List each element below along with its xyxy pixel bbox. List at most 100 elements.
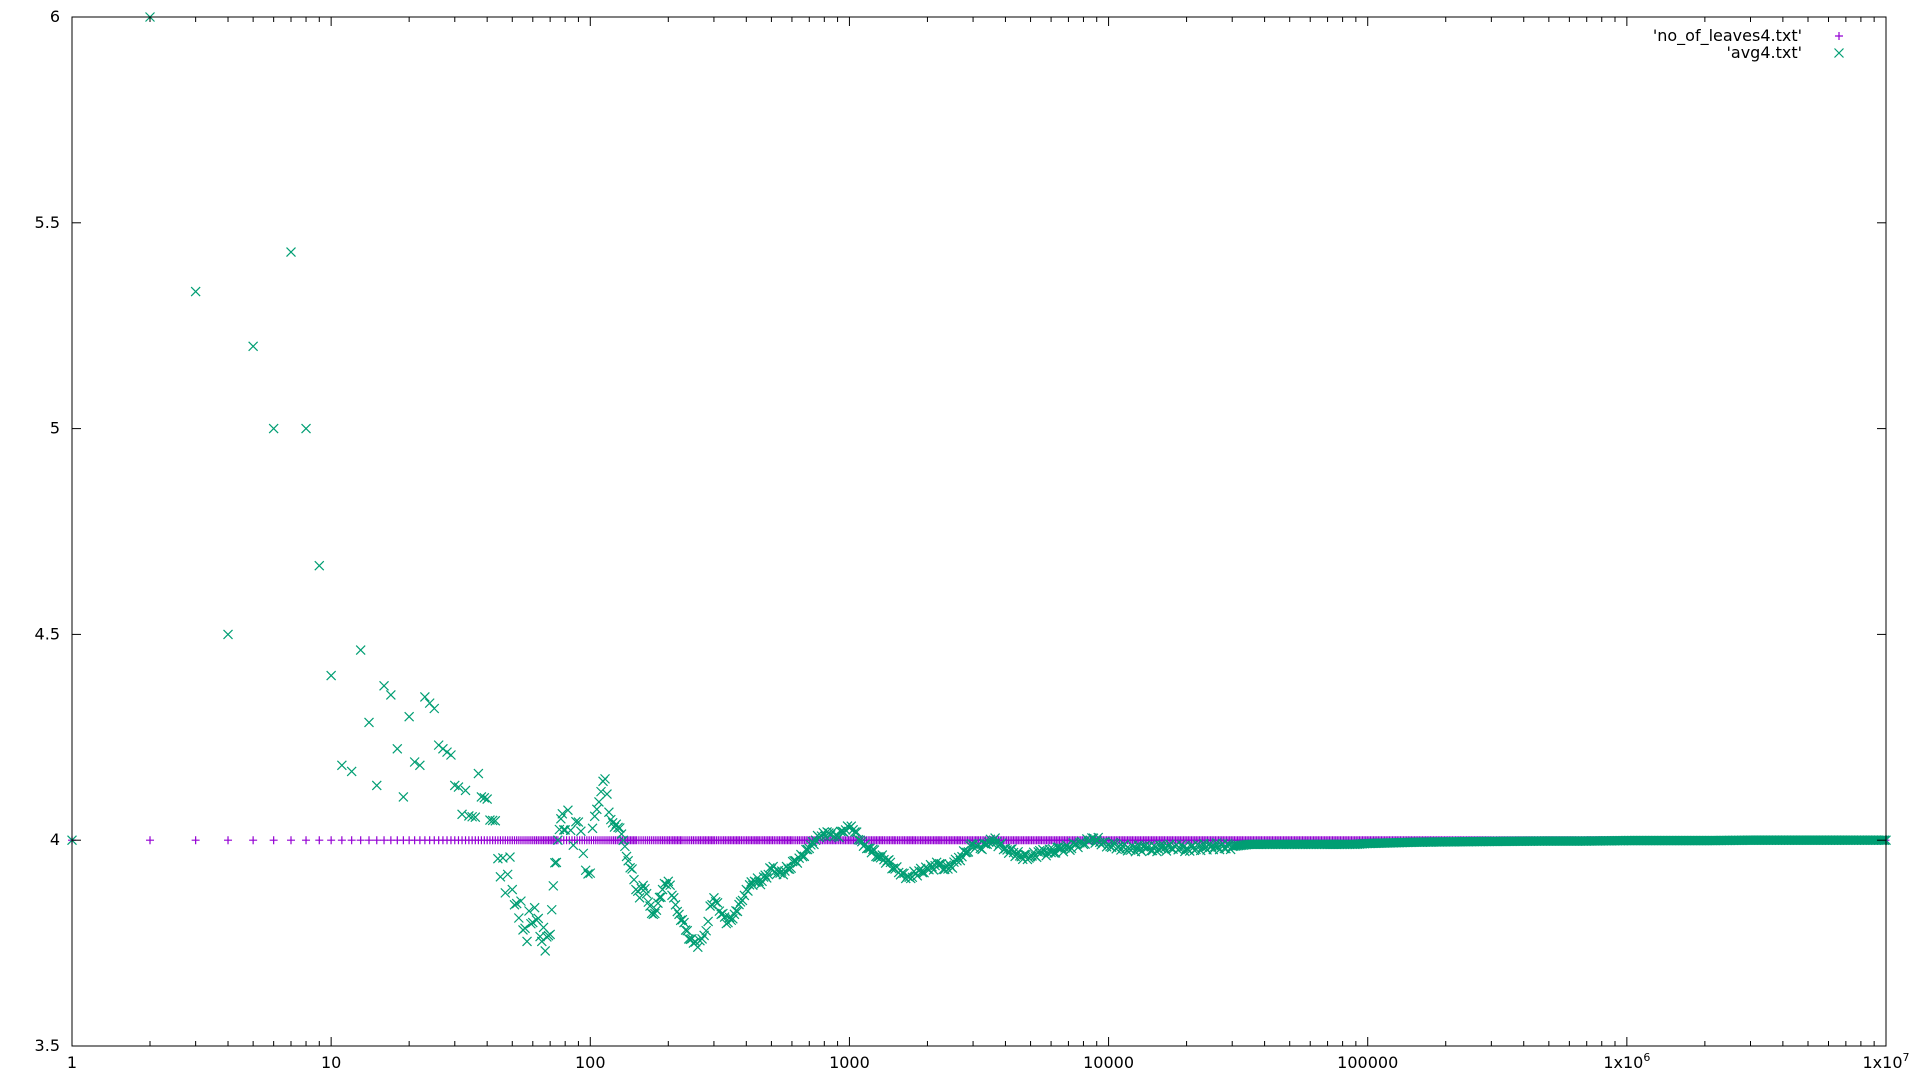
data-point-avg <box>409 757 420 767</box>
data-point-avg <box>712 897 723 908</box>
data-point-avg <box>953 852 964 863</box>
data-point-avg <box>919 867 929 878</box>
data-point-avg <box>545 929 556 940</box>
data-point-avg <box>661 879 672 890</box>
x-tick-label-exponent: 6 <box>1643 1051 1650 1064</box>
data-point-avg <box>1132 843 1142 854</box>
data-point-avg <box>667 890 677 901</box>
data-point-avg <box>851 827 862 837</box>
data-point-avg <box>1298 839 1309 850</box>
data-point-no-of-leaves <box>356 836 365 845</box>
data-point-avg <box>885 857 896 868</box>
data-point-avg <box>1186 841 1197 852</box>
data-point-avg <box>570 816 581 827</box>
data-point-avg <box>371 780 382 791</box>
data-point-avg <box>379 680 389 691</box>
data-point-avg <box>522 936 532 947</box>
data-point-no-of-leaves <box>224 836 233 845</box>
data-point-no-of-leaves <box>269 836 278 845</box>
axis-layer: 1 10 100 1000 10000 100000 1x106 1x107 3.5 4 4.5 5 5… <box>35 7 1910 1072</box>
data-point-avg <box>809 839 819 850</box>
data-point-avg <box>778 869 789 880</box>
data-point-avg <box>460 785 471 796</box>
data-point-no-of-leaves <box>372 836 381 845</box>
data-point-avg <box>583 869 593 879</box>
data-point-avg <box>482 794 493 804</box>
data-point-avg <box>799 851 810 862</box>
data-point-avg <box>618 835 629 846</box>
data-point-avg <box>1028 847 1039 858</box>
data-point-avg <box>659 878 670 889</box>
data-point-avg <box>634 892 645 903</box>
data-point-avg <box>507 884 518 895</box>
data-point-avg <box>457 809 467 820</box>
data-point-avg <box>548 880 559 891</box>
legend: 'no_of_leaves4.txt' 'avg4.txt' <box>1653 26 1844 62</box>
data-point-avg <box>675 915 686 926</box>
x-tick-label: 1x106 <box>1603 1051 1650 1072</box>
data-point-avg <box>573 817 584 828</box>
data-point-avg <box>761 873 772 883</box>
legend-label-leaves: 'no_of_leaves4.txt' <box>1653 26 1802 46</box>
y-tick-label: 5.5 <box>35 213 60 232</box>
data-point-avg <box>1031 852 1042 863</box>
data-point-avg <box>814 832 825 843</box>
data-point-avg <box>963 847 974 857</box>
data-point-avg <box>1049 848 1060 858</box>
data-point-avg <box>1139 840 1150 851</box>
data-point-avg <box>616 829 627 839</box>
data-point-avg <box>190 286 201 297</box>
data-point-avg <box>869 845 880 856</box>
data-point-avg <box>223 629 233 640</box>
y-tick-label: 4.5 <box>35 624 60 643</box>
data-point-avg <box>500 887 511 898</box>
data-point-avg <box>1061 840 1072 851</box>
data-point-avg <box>605 814 616 825</box>
data-point-no-of-leaves <box>249 836 258 845</box>
data-point-avg <box>470 812 481 823</box>
data-point-avg <box>385 689 396 700</box>
data-point-avg <box>568 840 579 851</box>
data-point-avg <box>680 925 691 936</box>
data-point-avg <box>760 870 771 881</box>
data-point-avg <box>629 874 639 885</box>
data-point-avg <box>446 750 456 760</box>
data-point-avg <box>1331 839 1342 850</box>
data-point-avg <box>286 247 296 257</box>
data-point-avg <box>607 817 618 828</box>
data-point-avg <box>961 847 972 858</box>
data-point-no-of-leaves <box>365 836 374 845</box>
data-point-avg <box>872 852 883 863</box>
data-point-avg <box>1011 850 1022 860</box>
data-point-avg <box>585 868 596 879</box>
data-point-avg <box>677 914 688 925</box>
data-point-no-of-leaves <box>380 836 389 845</box>
data-point-avg <box>596 786 606 797</box>
y-tick-label: 5 <box>50 419 60 438</box>
x-tick-label: 1000 <box>829 1053 870 1072</box>
data-point-avg <box>1693 835 1704 846</box>
data-point-avg <box>802 844 813 855</box>
data-point-avg <box>513 913 524 923</box>
data-point-no-of-leaves <box>337 836 346 845</box>
data-point-avg <box>326 670 337 681</box>
data-point-avg <box>842 821 853 832</box>
data-point-avg <box>487 815 498 826</box>
data-point-avg <box>467 811 478 822</box>
data-point-no-of-leaves <box>146 836 155 845</box>
data-point-avg <box>636 883 647 894</box>
data-point-no-of-leaves <box>191 836 200 845</box>
data-point-avg <box>520 923 530 934</box>
data-point-avg <box>1834 835 1845 846</box>
data-point-avg <box>654 892 665 903</box>
data-point-avg <box>449 780 460 791</box>
data-point-avg <box>746 876 757 887</box>
data-point-avg <box>336 760 347 771</box>
data-point-avg <box>516 896 526 907</box>
data-point-avg <box>594 796 604 807</box>
data-point-avg <box>883 854 894 865</box>
data-point-avg <box>731 905 741 916</box>
data-point-avg <box>649 908 660 919</box>
data-point-avg <box>656 892 666 903</box>
